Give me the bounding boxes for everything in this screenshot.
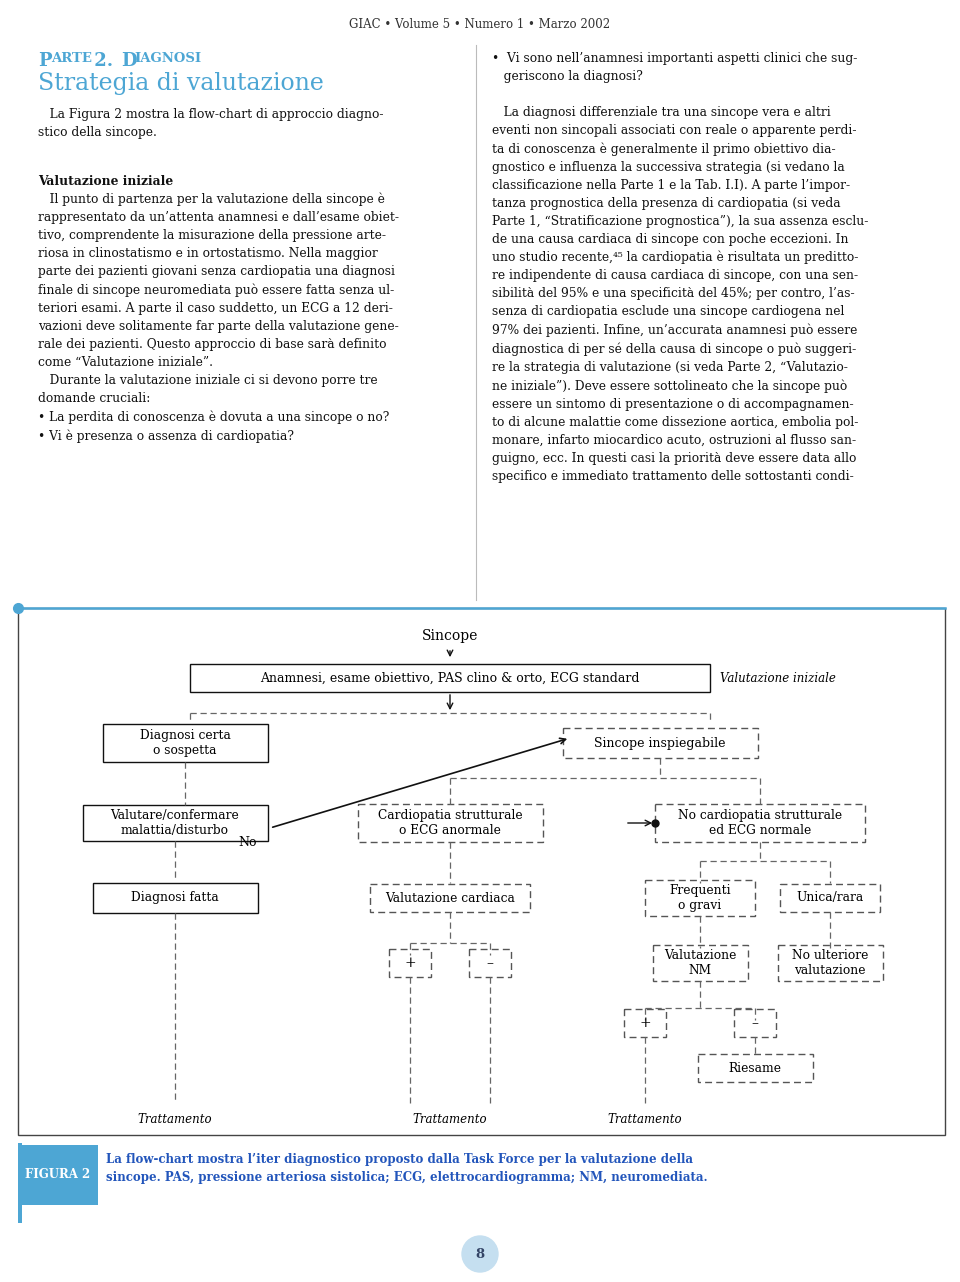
Text: Anamnesi, esame obiettivo, PAS clino & orto, ECG standard: Anamnesi, esame obiettivo, PAS clino & o… — [260, 672, 639, 685]
Text: Valutazione iniziale: Valutazione iniziale — [38, 176, 173, 188]
Text: Riesame: Riesame — [729, 1061, 781, 1074]
Bar — [469, 949, 511, 977]
Bar — [698, 1054, 812, 1082]
Text: Valutazione iniziale: Valutazione iniziale — [720, 672, 836, 685]
Text: GIAC • Volume 5 • Numero 1 • Marzo 2002: GIAC • Volume 5 • Numero 1 • Marzo 2002 — [349, 18, 611, 31]
Bar — [734, 1009, 776, 1037]
Text: Diagnosi certa
o sospetta: Diagnosi certa o sospetta — [139, 729, 230, 756]
Bar — [18, 1144, 22, 1223]
Bar — [655, 804, 865, 842]
Text: Sincope: Sincope — [421, 629, 478, 644]
Bar — [83, 805, 268, 841]
Text: +: + — [404, 956, 416, 970]
Bar — [645, 879, 755, 917]
Text: La Figura 2 mostra la flow-chart di approccio diagno-
stico della sincope.: La Figura 2 mostra la flow-chart di appr… — [38, 108, 383, 138]
Bar — [624, 1009, 666, 1037]
Bar — [92, 883, 257, 913]
Text: Trattamento: Trattamento — [137, 1113, 212, 1126]
Text: La flow-chart mostra l’iter diagnostico proposto dalla Task Force per la valutaz: La flow-chart mostra l’iter diagnostico … — [106, 1153, 708, 1185]
Text: •  Vi sono nell’anamnesi importanti aspetti clinici che sug-
   geriscono la dia: • Vi sono nell’anamnesi importanti aspet… — [492, 53, 869, 483]
Text: ARTE: ARTE — [51, 53, 92, 65]
Text: Trattamento: Trattamento — [413, 1113, 488, 1126]
Bar — [563, 728, 757, 758]
Text: Strategia di valutazione: Strategia di valutazione — [38, 72, 324, 95]
Bar — [190, 664, 710, 692]
Text: Unica/rara: Unica/rara — [797, 891, 864, 905]
Text: 8: 8 — [475, 1247, 485, 1260]
Bar — [357, 804, 542, 842]
Bar — [18, 1145, 98, 1205]
Text: FIGURA 2: FIGURA 2 — [25, 1168, 90, 1182]
Text: No cardiopatia strutturale
ed ECG normale: No cardiopatia strutturale ed ECG normal… — [678, 809, 842, 837]
Circle shape — [462, 1236, 498, 1272]
Text: No ulteriore
valutazione: No ulteriore valutazione — [792, 949, 868, 977]
Text: Trattamento: Trattamento — [608, 1113, 683, 1126]
Text: 2.: 2. — [88, 53, 119, 71]
Bar — [389, 949, 431, 977]
Text: Frequenti
o gravi: Frequenti o gravi — [669, 885, 731, 912]
Text: +: + — [639, 1017, 651, 1029]
Text: P: P — [38, 53, 52, 71]
Text: Il punto di partenza per la valutazione della sincope è
rappresentato da un’atte: Il punto di partenza per la valutazione … — [38, 194, 399, 442]
Bar — [780, 885, 880, 912]
Bar — [778, 945, 882, 981]
Text: –: – — [752, 1017, 758, 1029]
Bar — [653, 945, 748, 981]
Bar — [370, 885, 530, 912]
Text: IAGNOSI: IAGNOSI — [134, 53, 202, 65]
Bar — [18, 608, 945, 1135]
Bar — [103, 724, 268, 762]
Text: –: – — [487, 956, 493, 970]
Text: No: No — [239, 836, 257, 850]
Text: Valutazione cardiaca: Valutazione cardiaca — [385, 891, 515, 905]
Text: Sincope inspiegabile: Sincope inspiegabile — [594, 736, 726, 750]
Text: Valutare/confermare
malattia/disturbo: Valutare/confermare malattia/disturbo — [110, 809, 239, 837]
Text: Cardiopatia strutturale
o ECG anormale: Cardiopatia strutturale o ECG anormale — [377, 809, 522, 837]
Text: Valutazione
NM: Valutazione NM — [663, 949, 736, 977]
Text: Diagnosi fatta: Diagnosi fatta — [132, 891, 219, 905]
Text: D: D — [121, 53, 136, 71]
